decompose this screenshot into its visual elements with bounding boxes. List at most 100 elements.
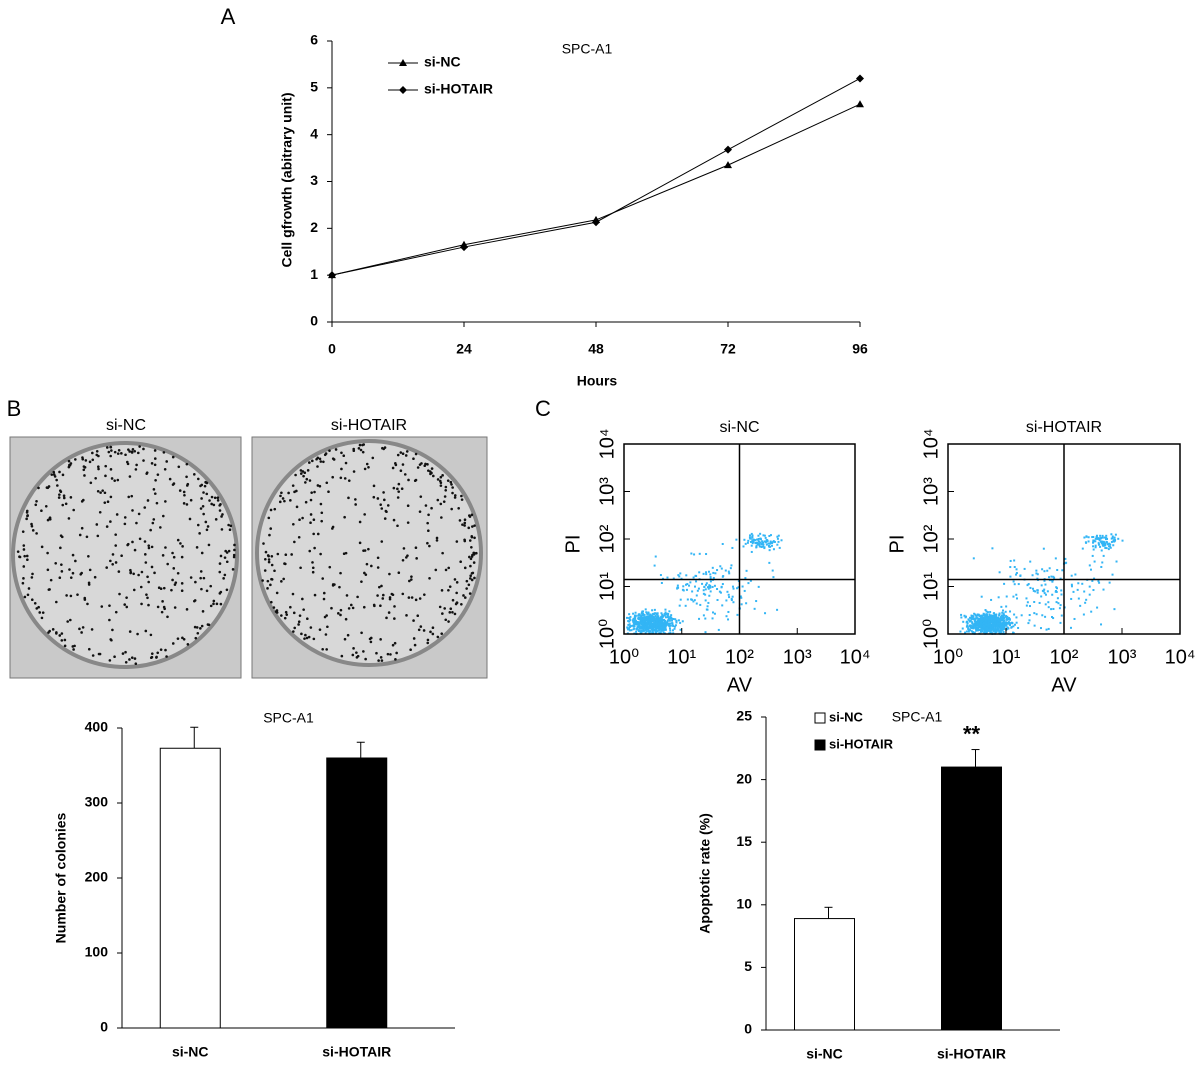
cell-dot — [979, 624, 982, 627]
colony — [114, 533, 117, 536]
colony — [427, 529, 430, 533]
colony — [283, 616, 287, 620]
cell-dot — [762, 534, 765, 537]
colony — [200, 587, 203, 591]
chart-title: si-HOTAIR — [1026, 419, 1102, 436]
chart-title: SPC-A1 — [263, 710, 314, 726]
cell-dot — [964, 616, 967, 619]
colony — [159, 587, 163, 591]
cell-dot — [1081, 582, 1084, 585]
colony — [196, 477, 200, 481]
colony — [334, 448, 338, 451]
colony — [172, 555, 176, 559]
cell-dot — [1048, 576, 1051, 579]
colony — [412, 619, 415, 622]
colony — [159, 526, 162, 529]
marker — [856, 100, 864, 108]
colony — [57, 496, 61, 499]
cell-dot — [1091, 536, 1094, 539]
colony — [120, 452, 123, 455]
cell-dot — [763, 534, 766, 537]
cell-dot — [709, 590, 712, 593]
colony — [143, 506, 147, 509]
colony — [113, 655, 116, 658]
cell-dot — [655, 624, 658, 627]
colony — [212, 599, 216, 603]
cell-dot — [979, 626, 982, 629]
colony — [439, 502, 443, 506]
colony — [311, 561, 314, 564]
cell-dot — [660, 629, 663, 632]
colony — [189, 498, 193, 502]
colony — [409, 648, 412, 652]
colony — [67, 459, 71, 463]
colony — [22, 548, 26, 551]
y-axis-label: PI — [562, 535, 584, 554]
cell-dot — [664, 611, 667, 614]
cell-dot — [991, 616, 994, 619]
cell-dot — [1101, 561, 1104, 564]
cell-dot — [1001, 614, 1004, 617]
cell-dot — [643, 617, 646, 620]
colony — [333, 583, 336, 586]
cell-dot — [632, 625, 635, 628]
cell-dot — [1083, 536, 1086, 539]
colony — [177, 465, 181, 469]
cell-dot — [1104, 543, 1107, 546]
colony — [470, 578, 474, 582]
cell-dot — [982, 620, 985, 623]
colony — [328, 449, 331, 452]
x-tick-label: si-NC — [806, 1046, 843, 1062]
colony — [280, 580, 283, 583]
colony — [113, 479, 117, 482]
colony — [89, 481, 93, 485]
cell-dot — [989, 624, 992, 627]
cell-dot — [1055, 587, 1058, 590]
colony — [55, 478, 58, 482]
cell-dot — [960, 616, 963, 619]
cell-dot — [666, 614, 669, 617]
cell-dot — [658, 617, 661, 620]
colony — [375, 651, 378, 655]
colony — [131, 540, 134, 544]
cell-dot — [1016, 597, 1019, 600]
colony — [200, 483, 204, 487]
cell-dot — [972, 557, 975, 560]
colony — [213, 496, 217, 500]
cell-dot — [964, 631, 967, 634]
colony — [417, 628, 421, 632]
colony — [125, 596, 128, 599]
cell-dot — [640, 631, 643, 634]
colony — [300, 632, 303, 636]
cell-dot — [778, 546, 781, 549]
colony — [289, 605, 292, 609]
cell-dot — [1070, 583, 1073, 586]
colony — [91, 654, 95, 657]
cell-dot — [1029, 586, 1032, 589]
colony — [372, 495, 376, 499]
cell-dot — [996, 625, 999, 628]
colony — [69, 462, 73, 465]
cell-dot — [719, 565, 722, 568]
colony — [399, 469, 403, 473]
cell-dot — [704, 593, 707, 596]
cell-dot — [986, 617, 989, 620]
colony — [331, 525, 335, 529]
x-tick-label: 10¹ — [667, 646, 696, 668]
colony — [302, 474, 305, 478]
cell-dot — [1036, 577, 1039, 580]
cell-dot — [1052, 617, 1055, 620]
cell-dot — [997, 627, 1000, 630]
colony — [309, 513, 313, 516]
colony — [428, 576, 431, 580]
colony — [389, 653, 392, 656]
cell-dot — [1026, 584, 1029, 587]
cell-dot — [1098, 581, 1101, 584]
cell-dot — [650, 623, 653, 626]
colony — [132, 588, 136, 592]
colony — [465, 579, 469, 583]
cell-dot — [652, 627, 655, 630]
colony — [291, 592, 295, 596]
colony — [406, 521, 410, 524]
colony — [361, 450, 365, 454]
